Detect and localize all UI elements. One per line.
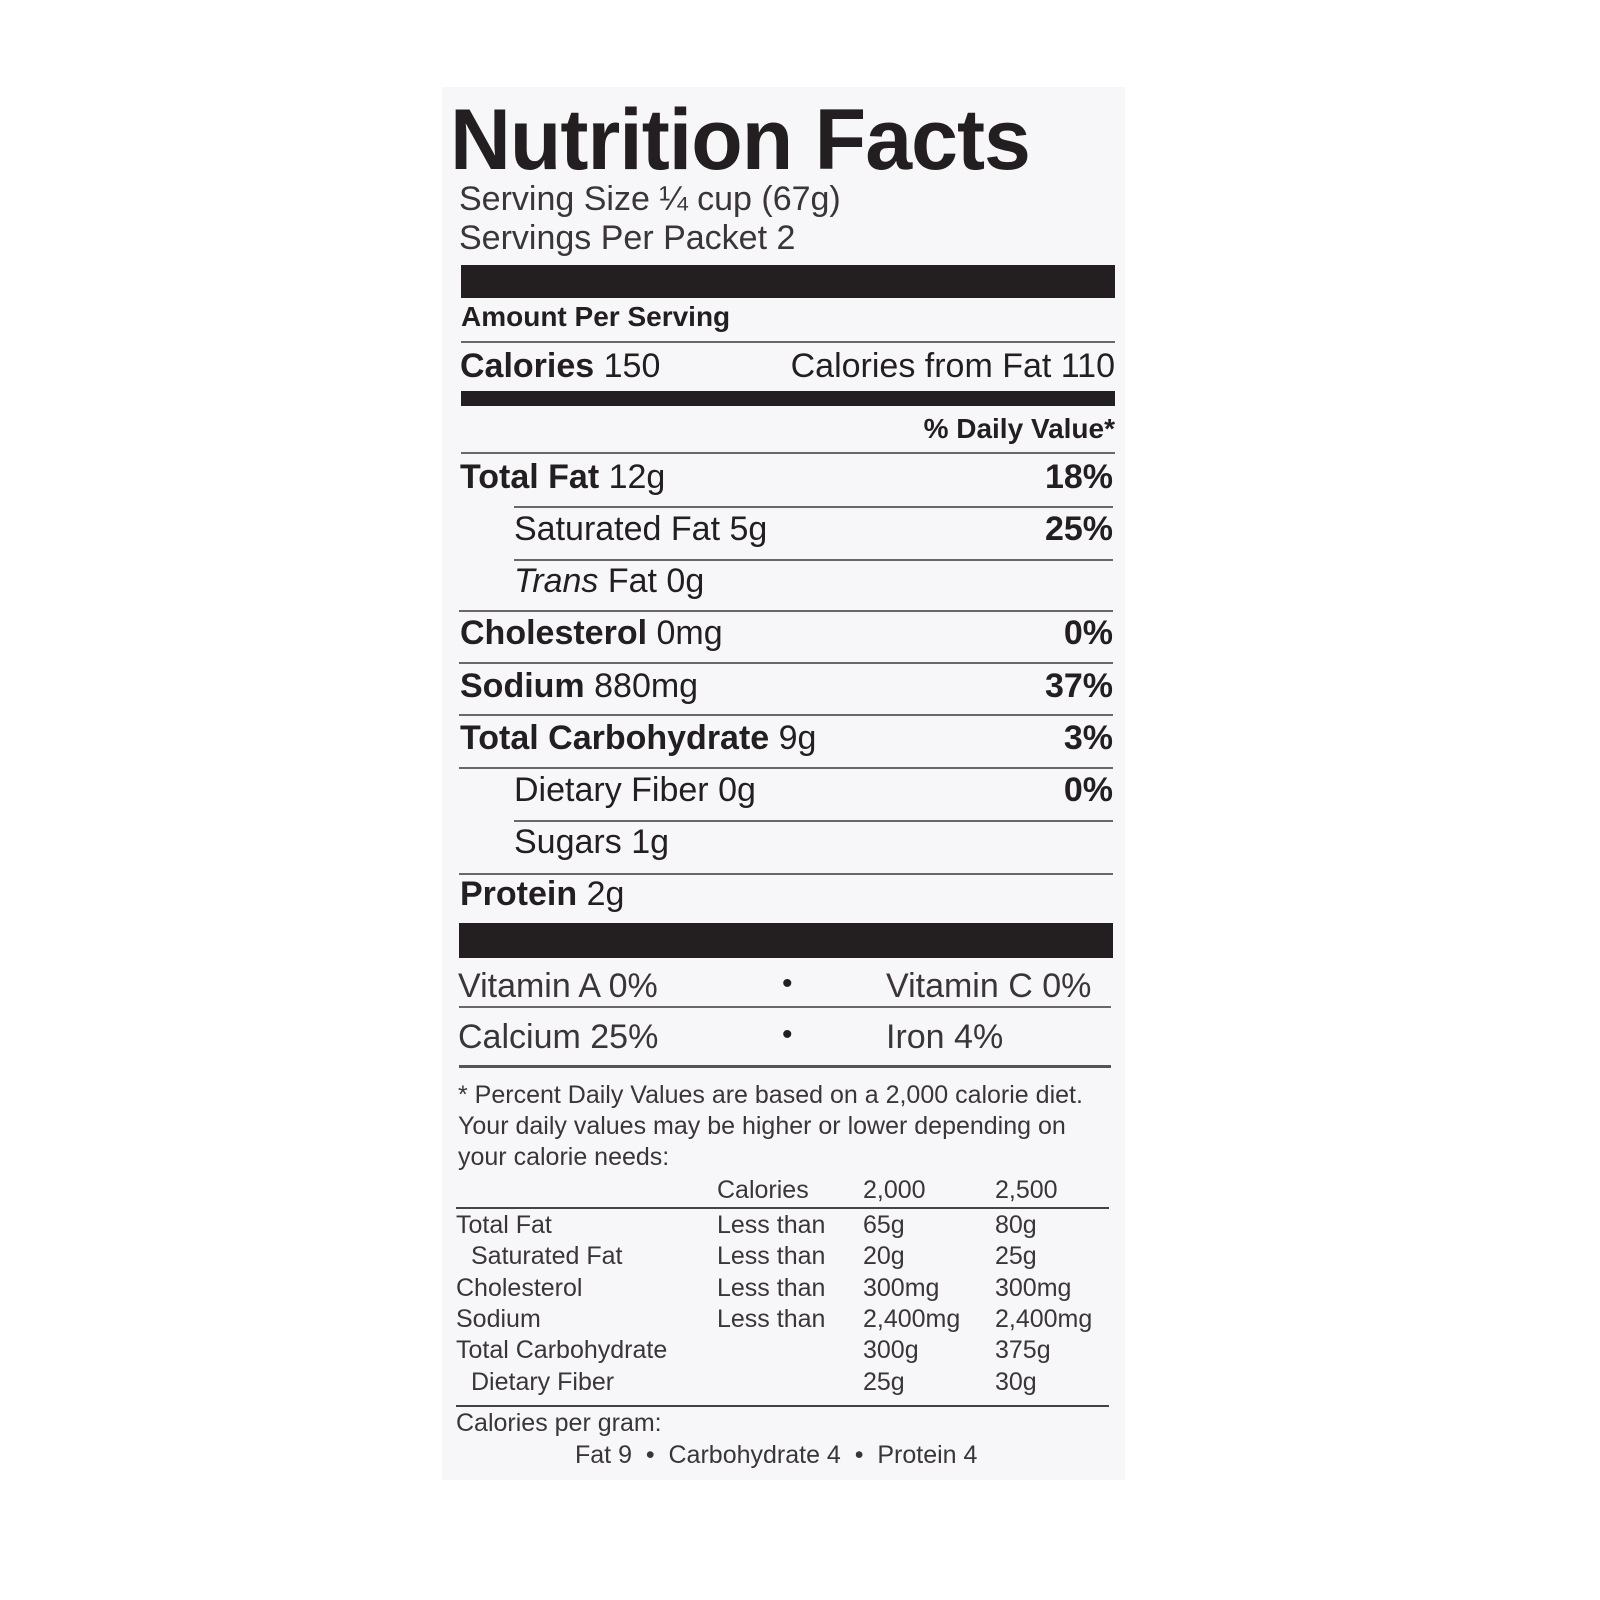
dv-table-cell: Total Carbohydrate (456, 1336, 668, 1365)
nutrient-row-dietary-fiber: Dietary Fiber 0g 0% (514, 773, 1113, 807)
nutrient-label: Trans (514, 562, 599, 600)
nutrient-row-trans-fat: Trans Fat 0g (514, 564, 1113, 598)
divider (459, 610, 1113, 612)
dv-table-cell: Saturated Fat (471, 1242, 623, 1271)
dv-table-header-2500: 2,500 (995, 1176, 1058, 1204)
nutrient-dv: 0% (1063, 771, 1113, 809)
bullet: • (782, 1018, 793, 1051)
calories-per-gram-label: Calories per gram: (456, 1409, 662, 1437)
nutrient-label: Protein (460, 875, 578, 913)
dv-table-header-2000: 2,000 (863, 1176, 926, 1204)
divider (514, 559, 1113, 561)
nutrient-amount: 5g (729, 510, 768, 548)
dv-table-cell: 25g (995, 1242, 1037, 1271)
thick-divider (461, 265, 1115, 298)
nutrient-label: Sodium (460, 667, 585, 705)
divider (459, 873, 1113, 875)
amount-per-serving: Amount Per Serving (461, 301, 731, 332)
nutrient-row-sodium: Sodium 880mg 37% (460, 669, 1113, 703)
nutrient-row-total-fat: Total Fat 12g 18% (460, 460, 1113, 494)
label-title: Nutrition Facts (450, 92, 1031, 188)
nutrient-row-cholesterol: Cholesterol 0mg 0% (460, 616, 1113, 650)
nutrient-row-protein: Protein 2g (460, 877, 1113, 911)
nutrient-label: Cholesterol (460, 614, 648, 652)
nutrient-row-total-carbohydrate: Total Carbohydrate 9g 3% (460, 721, 1113, 755)
servings-per-packet: Servings Per Packet 2 (459, 219, 796, 257)
divider (456, 1405, 1109, 1407)
dv-table-header-calories: Calories (717, 1176, 809, 1204)
divider (514, 820, 1113, 822)
nutrient-label: Total Carbohydrate (460, 719, 770, 757)
nutrient-label: Sugars (514, 823, 622, 861)
nutrient-amount: 1g (631, 823, 670, 861)
serving-size: Serving Size ¼ cup (67g) (459, 180, 841, 218)
dv-table-cell: 30g (995, 1367, 1037, 1396)
divider (459, 767, 1113, 769)
dv-table-cell: Total Fat (456, 1211, 552, 1239)
footnote: * Percent Daily Values are based on a 2,… (458, 1081, 1083, 1171)
nutrient-amount: 0g (718, 771, 756, 809)
calories-from-fat: Calories from Fat 110 (790, 347, 1115, 385)
nutrition-facts-label: Nutrition Facts Serving Size ¼ cup (67g)… (442, 87, 1125, 1480)
nutrient-label: Total Fat (460, 458, 600, 496)
dv-table-cell: Sodium (456, 1304, 541, 1333)
nutrient-amount: 0g (666, 562, 705, 600)
divider (459, 662, 1113, 664)
nutrient-amount: 0mg (656, 614, 723, 652)
divider (514, 506, 1113, 508)
daily-value-header: % Daily Value* (923, 413, 1115, 444)
dv-table-cell: Less than (717, 1242, 826, 1271)
dv-table-cell: 300g (863, 1336, 919, 1365)
dv-table-cell: 2,400mg (863, 1304, 961, 1333)
thick-divider (459, 923, 1113, 958)
nutrient-dv: 3% (1063, 719, 1113, 757)
nutrient-dv: 18% (1044, 458, 1113, 496)
calories-row: Calories 150 Calories from Fat 110 (460, 349, 1115, 383)
divider (459, 1006, 1111, 1008)
dv-table-cell: Less than (717, 1304, 826, 1333)
nutrient-dv: 37% (1044, 667, 1113, 705)
calories-label: Calories (460, 347, 595, 385)
calories-value: 150 (603, 347, 661, 385)
nutrient-label: Dietary Fiber (514, 771, 709, 809)
nutrient-amount: 880mg (594, 667, 699, 705)
vitamin-a: Vitamin A 0% (458, 967, 658, 1005)
dv-table-cell: 65g (863, 1211, 905, 1239)
dv-table-cell: Cholesterol (456, 1273, 583, 1302)
dv-table-cell: Less than (717, 1273, 826, 1302)
nutrient-dv: 0% (1063, 614, 1113, 652)
dv-table-cell: 300mg (995, 1273, 1072, 1302)
nutrient-label-suffix: Fat (607, 562, 657, 600)
nutrient-row-sugars: Sugars 1g (514, 825, 1113, 859)
dv-table-cell: Dietary Fiber (471, 1367, 615, 1396)
bullet: • (782, 967, 793, 1000)
dv-table-cell: 25g (863, 1367, 905, 1396)
nutrient-row-saturated-fat: Saturated Fat 5g 25% (514, 512, 1113, 546)
divider (459, 1065, 1111, 1068)
divider (456, 1207, 1109, 1209)
dv-table-cell: 20g (863, 1242, 905, 1271)
medium-divider (461, 391, 1115, 406)
nutrient-amount: 9g (778, 719, 817, 757)
dv-table-cell: 300mg (863, 1273, 940, 1302)
dv-table-cell: 80g (995, 1211, 1037, 1239)
nutrient-amount: 2g (586, 875, 625, 913)
dv-table-cell: 375g (995, 1336, 1051, 1365)
divider (461, 341, 1115, 343)
divider (461, 452, 1115, 454)
vitamin-c: Vitamin C 0% (886, 967, 1092, 1005)
calcium: Calcium 25% (458, 1018, 659, 1056)
dv-table-cell: 2,400mg (995, 1304, 1093, 1333)
nutrient-amount: 12g (608, 458, 666, 496)
nutrient-label: Saturated Fat (514, 510, 721, 548)
iron: Iron 4% (886, 1018, 1004, 1056)
divider (459, 714, 1113, 716)
dv-table-cell: Less than (717, 1211, 826, 1239)
nutrient-dv: 25% (1044, 510, 1113, 548)
calories-per-gram-values: Fat 9 • Carbohydrate 4 • Protein 4 (575, 1441, 978, 1469)
